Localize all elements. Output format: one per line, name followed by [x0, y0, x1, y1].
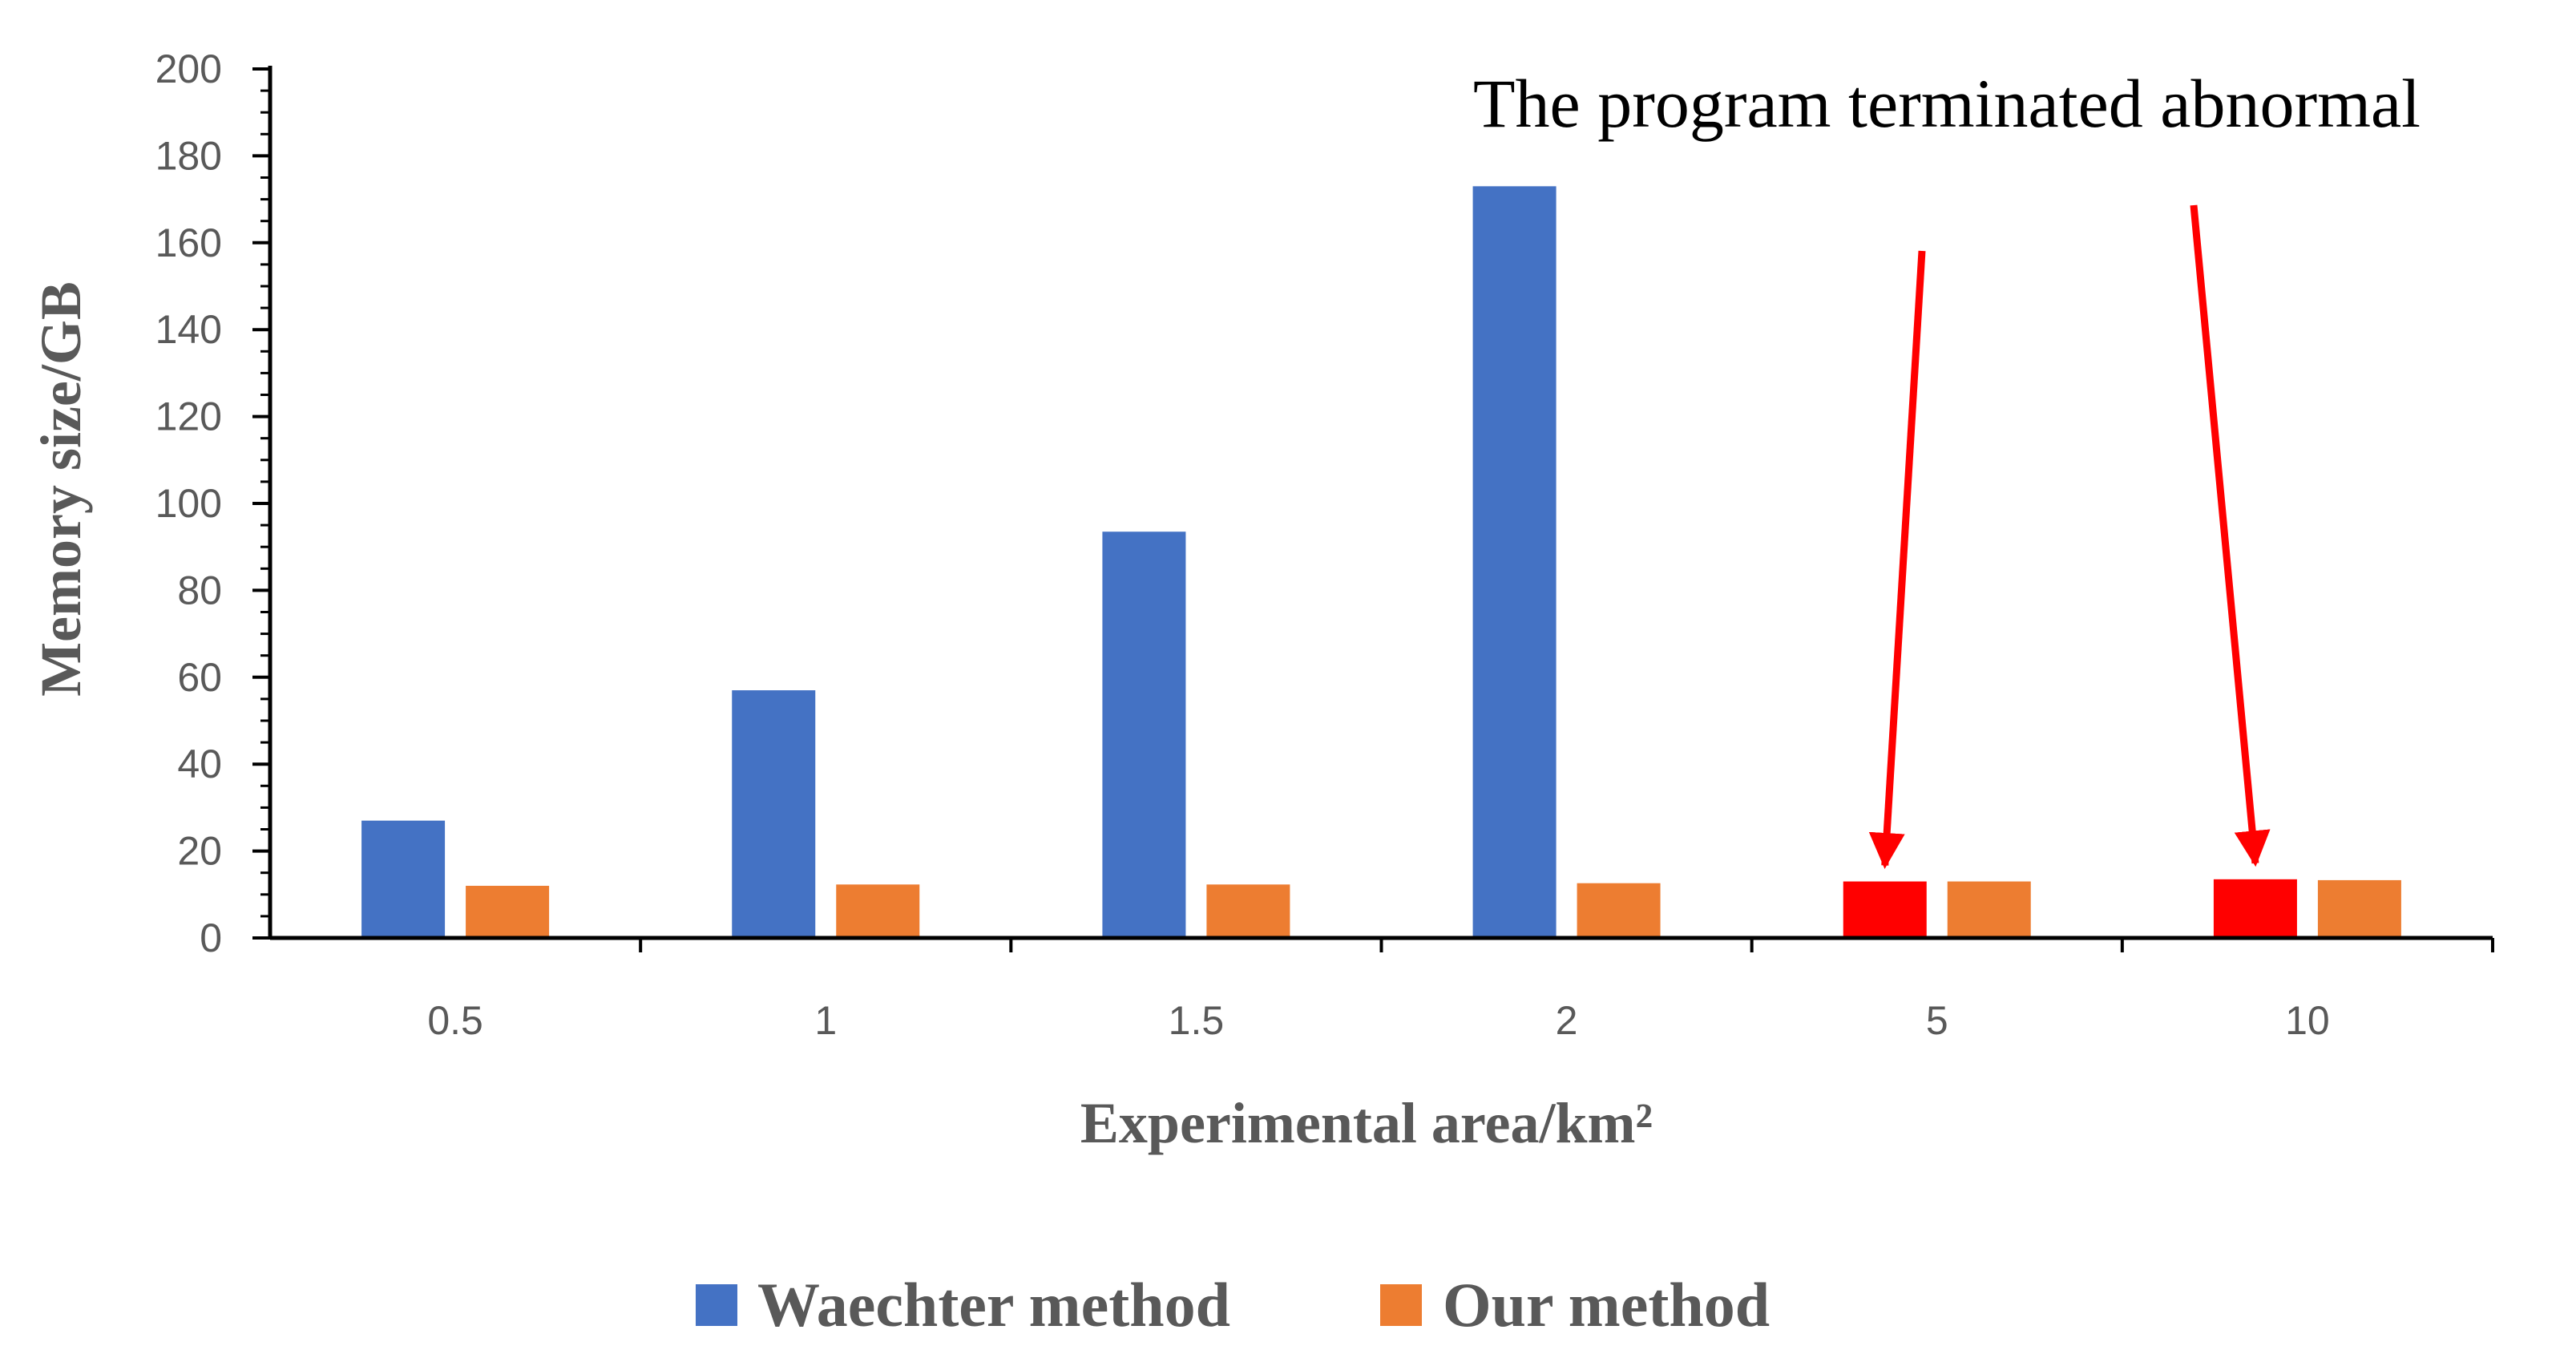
bars: [361, 186, 2401, 939]
bar-waechter: [1843, 881, 1927, 938]
y-tick-label: 100: [155, 481, 222, 526]
bar-ours: [466, 885, 550, 938]
bar-ours: [836, 884, 920, 938]
legend: Waechter method Our method: [696, 1270, 1770, 1340]
y-tick-label: 120: [155, 394, 222, 439]
x-tick-label: 1: [814, 998, 837, 1043]
y-tick-label: 160: [155, 220, 222, 265]
legend-swatch-ours: [1380, 1284, 1422, 1326]
x-axis-ticks: 0.5 1 1.5 2 5 10: [427, 938, 2494, 1043]
legend-label-ours: Our method: [1443, 1270, 1770, 1340]
bar-waechter: [1102, 531, 1186, 938]
annotation-text: The program terminated abnormal: [1473, 65, 2421, 142]
x-axis-title: Experimental area/km²: [1080, 1091, 1653, 1155]
legend-label-waechter: Waechter method: [757, 1270, 1230, 1340]
x-tick-label: 2: [1556, 998, 1578, 1043]
annotation-arrow: [2190, 204, 2271, 867]
y-axis-ticks: 0 20 40 60 80 100 120 140 160 180 200: [155, 46, 270, 960]
bar-ours: [1206, 884, 1290, 938]
bar-waechter: [2213, 879, 2297, 938]
y-tick-label: 40: [177, 742, 222, 786]
bar-ours: [1577, 883, 1661, 938]
annotation-arrow: [1868, 250, 1926, 870]
y-tick-label: 80: [177, 568, 222, 612]
bar-ours: [2317, 879, 2401, 938]
x-tick-label: 10: [2285, 998, 2330, 1043]
bar-waechter: [1472, 186, 1557, 939]
annotation-arrows: [1868, 204, 2271, 870]
bar-waechter: [361, 820, 446, 938]
axes: [268, 66, 2493, 940]
y-tick-label: 180: [155, 133, 222, 178]
bar-ours: [1947, 881, 2031, 938]
y-axis-title: Memory size/GB: [29, 281, 93, 697]
x-tick-label: 1.5: [1169, 998, 1225, 1043]
y-tick-label: 0: [200, 915, 222, 960]
x-tick-label: 0.5: [427, 998, 483, 1043]
y-tick-label: 200: [155, 46, 222, 91]
y-tick-label: 20: [177, 829, 222, 874]
legend-swatch-waechter: [696, 1284, 737, 1326]
bar-waechter: [732, 690, 816, 938]
y-tick-label: 140: [155, 307, 222, 352]
y-tick-label: 60: [177, 655, 222, 700]
x-tick-label: 5: [1926, 998, 1948, 1043]
